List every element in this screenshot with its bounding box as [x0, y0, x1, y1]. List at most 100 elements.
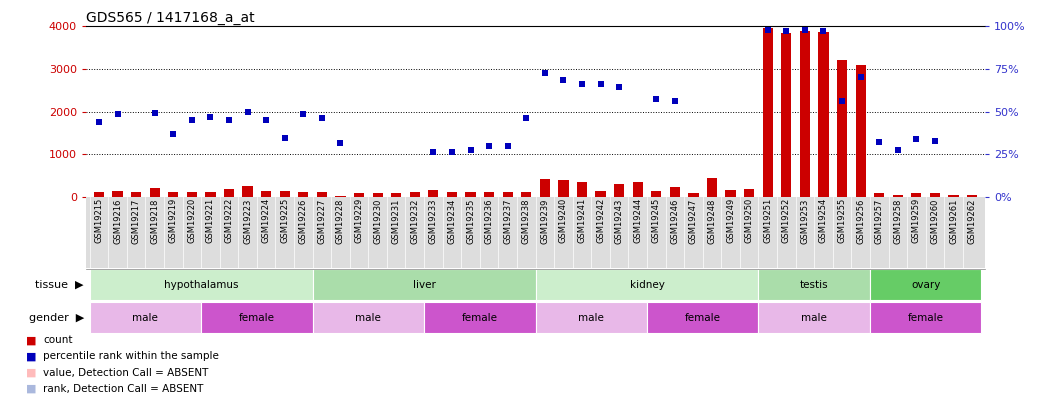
Bar: [354, 193, 364, 197]
Text: GSM19230: GSM19230: [373, 198, 383, 244]
Bar: [759, 303, 870, 333]
Bar: [800, 31, 810, 197]
Bar: [912, 193, 921, 197]
Bar: [446, 192, 457, 197]
Text: GSM19257: GSM19257: [875, 198, 883, 244]
Text: testis: testis: [800, 280, 829, 290]
Bar: [261, 191, 271, 197]
Bar: [280, 191, 290, 197]
Text: GSM19261: GSM19261: [949, 198, 958, 244]
Text: GSM19237: GSM19237: [503, 198, 512, 244]
Text: GSM19234: GSM19234: [447, 198, 457, 244]
Bar: [201, 303, 312, 333]
Text: GSM19253: GSM19253: [801, 198, 809, 244]
Bar: [647, 303, 759, 333]
Text: GSM19221: GSM19221: [205, 198, 215, 243]
Text: GSM19260: GSM19260: [931, 198, 939, 244]
Text: GSM19226: GSM19226: [299, 198, 308, 244]
Bar: [131, 192, 141, 197]
Text: male: male: [355, 313, 381, 323]
Text: GSM19236: GSM19236: [484, 198, 494, 244]
Text: GSM19238: GSM19238: [522, 198, 530, 244]
Bar: [614, 184, 625, 197]
Text: GSM19255: GSM19255: [837, 198, 847, 243]
Bar: [112, 191, 123, 197]
Bar: [818, 32, 829, 197]
Text: GSM19243: GSM19243: [614, 198, 624, 244]
Text: GSM19244: GSM19244: [633, 198, 642, 243]
Text: GSM19222: GSM19222: [224, 198, 234, 243]
Text: GSM19231: GSM19231: [392, 198, 400, 244]
Bar: [205, 192, 216, 197]
Text: count: count: [43, 335, 72, 345]
Text: GSM19256: GSM19256: [856, 198, 866, 244]
Text: GSM19241: GSM19241: [577, 198, 587, 243]
Text: GSM19249: GSM19249: [726, 198, 735, 243]
Bar: [893, 195, 903, 197]
Bar: [150, 188, 159, 197]
Text: GSM19252: GSM19252: [782, 198, 791, 243]
Text: GSM19242: GSM19242: [596, 198, 605, 243]
Bar: [90, 303, 201, 333]
Bar: [391, 193, 401, 197]
Bar: [465, 192, 476, 197]
Bar: [242, 186, 253, 197]
Text: tissue  ▶: tissue ▶: [36, 280, 84, 290]
Text: GSM19258: GSM19258: [893, 198, 902, 244]
Bar: [759, 269, 870, 300]
Text: GSM19223: GSM19223: [243, 198, 253, 244]
Text: GSM19235: GSM19235: [466, 198, 475, 244]
Text: liver: liver: [413, 280, 436, 290]
Text: ovary: ovary: [911, 280, 940, 290]
Text: ■: ■: [26, 335, 37, 345]
Text: GSM19247: GSM19247: [689, 198, 698, 244]
Bar: [744, 189, 755, 197]
Text: GSM19233: GSM19233: [429, 198, 438, 244]
Bar: [429, 190, 438, 197]
Text: female: female: [684, 313, 721, 323]
Bar: [540, 179, 550, 197]
Text: male: male: [132, 313, 158, 323]
Text: GSM19216: GSM19216: [113, 198, 122, 244]
Bar: [312, 303, 424, 333]
Text: GSM19262: GSM19262: [967, 198, 977, 244]
Bar: [503, 192, 512, 197]
Text: GSM19217: GSM19217: [132, 198, 140, 244]
Text: GDS565 / 1417168_a_at: GDS565 / 1417168_a_at: [86, 11, 255, 25]
Bar: [781, 33, 791, 197]
Text: value, Detection Call = ABSENT: value, Detection Call = ABSENT: [43, 368, 209, 377]
Bar: [536, 269, 759, 300]
Text: GSM19254: GSM19254: [818, 198, 828, 243]
Bar: [763, 28, 772, 197]
Bar: [651, 191, 661, 197]
Bar: [410, 192, 420, 197]
Text: hypothalamus: hypothalamus: [163, 280, 238, 290]
Text: GSM19248: GSM19248: [707, 198, 717, 244]
Bar: [484, 192, 495, 197]
Text: percentile rank within the sample: percentile rank within the sample: [43, 352, 219, 361]
Bar: [930, 194, 940, 197]
Bar: [874, 193, 885, 197]
Text: male: male: [578, 313, 605, 323]
Bar: [670, 187, 680, 197]
Bar: [855, 65, 866, 197]
Text: GSM19215: GSM19215: [94, 198, 104, 243]
Text: GSM19228: GSM19228: [336, 198, 345, 244]
Bar: [689, 192, 699, 197]
Bar: [94, 192, 104, 197]
Text: GSM19232: GSM19232: [410, 198, 419, 244]
Bar: [187, 192, 197, 197]
Bar: [536, 303, 647, 333]
Bar: [707, 178, 717, 197]
Bar: [870, 269, 981, 300]
Bar: [299, 192, 308, 197]
Bar: [948, 195, 959, 197]
Text: GSM19224: GSM19224: [262, 198, 270, 243]
Text: GSM19251: GSM19251: [763, 198, 772, 243]
Bar: [335, 196, 346, 197]
Bar: [424, 303, 536, 333]
Text: female: female: [908, 313, 943, 323]
Bar: [90, 269, 312, 300]
Bar: [576, 182, 587, 197]
Bar: [633, 182, 642, 197]
